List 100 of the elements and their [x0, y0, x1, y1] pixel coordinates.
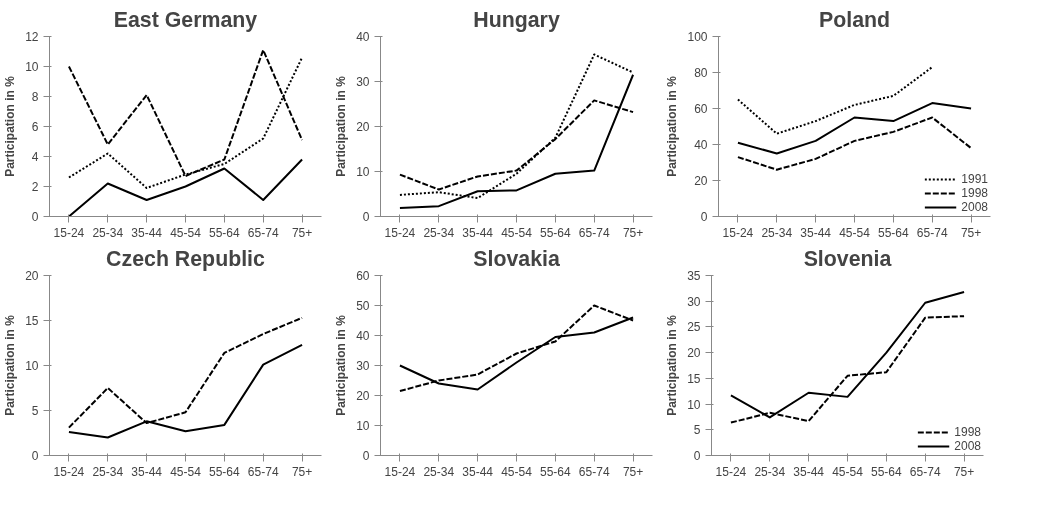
y-tick-label: 8 — [31, 90, 39, 104]
x-tick-label: 35-44 — [793, 464, 825, 479]
x-tick-label: 45-54 — [501, 464, 533, 479]
chart-title: Slovakia — [473, 246, 560, 271]
y-tick-label: 0 — [31, 210, 39, 224]
y-axis-title: Participation in % — [334, 314, 349, 416]
chart-title: Poland — [818, 7, 891, 32]
y-tick-label: 10 — [687, 397, 701, 412]
y-tick-label: 0 — [362, 210, 370, 224]
x-tick-label: 15-24 — [722, 225, 754, 240]
chart-title: East Germany — [113, 7, 258, 32]
y-tick-label: 35 — [687, 269, 701, 283]
x-tick-label: 45-54 — [170, 464, 202, 479]
x-tick-label: 45-54 — [832, 464, 864, 479]
y-tick-label: 15 — [687, 371, 701, 386]
y-axis-title: Participation in % — [3, 75, 18, 177]
line-series — [67, 158, 304, 217]
x-tick-label: 75+ — [291, 464, 313, 479]
y-tick-label: 50 — [356, 299, 370, 313]
y-tick-label: 4 — [31, 150, 39, 164]
legend-label: 1998 — [961, 186, 988, 200]
x-tick-label: 45-54 — [501, 225, 533, 240]
x-tick-label: 15-24 — [715, 464, 747, 479]
x-tick-label: 45-54 — [170, 225, 202, 240]
y-tick-label: 20 — [356, 120, 370, 134]
chart-title: Hungary — [473, 7, 560, 32]
x-tick-label: 25-34 — [754, 464, 786, 479]
line-series — [736, 116, 973, 171]
x-tick-label: 65-74 — [909, 464, 941, 479]
x-tick-label: 55-64 — [209, 225, 241, 240]
y-tick-label: 15 — [25, 314, 39, 328]
y-tick-label: 12 — [25, 30, 39, 44]
y-axis-title: Participation in % — [334, 75, 349, 177]
y-tick-label: 5 — [693, 423, 701, 438]
y-tick-label: 60 — [356, 269, 370, 283]
x-tick-label: 55-64 — [540, 464, 572, 479]
x-tick-label: 25-34 — [92, 464, 124, 479]
line-series — [736, 102, 973, 155]
y-tick-label: 100 — [687, 30, 708, 44]
legend-label: 2008 — [954, 439, 981, 453]
y-tick-label: 10 — [356, 165, 370, 179]
x-tick-label: 55-64 — [878, 225, 910, 240]
y-tick-label: 10 — [25, 60, 39, 74]
y-tick-label: 40 — [356, 30, 370, 44]
legend-label: 1998 — [954, 425, 981, 439]
x-tick-label: 65-74 — [578, 225, 610, 240]
y-axis-title: Participation in % — [3, 314, 18, 416]
x-tick-label: 75+ — [953, 464, 975, 479]
chart-title: Slovenia — [803, 246, 892, 271]
legend-label: 2008 — [961, 200, 988, 214]
x-tick-label: 35-44 — [462, 464, 494, 479]
x-tick-label: 75+ — [960, 225, 982, 240]
y-axis-title: Participation in % — [665, 75, 680, 177]
x-tick-label: 65-74 — [578, 464, 610, 479]
y-tick-label: 0 — [693, 449, 701, 463]
x-tick-label: 65-74 — [916, 225, 948, 240]
y-tick-label: 0 — [31, 449, 39, 463]
x-tick-label: 35-44 — [131, 464, 163, 479]
y-tick-label: 80 — [694, 66, 708, 80]
x-tick-label: 25-34 — [92, 225, 124, 240]
y-tick-label: 0 — [700, 210, 708, 224]
y-tick-label: 30 — [356, 359, 370, 373]
y-tick-label: 0 — [362, 449, 370, 463]
x-tick-label: 25-34 — [423, 225, 455, 240]
x-tick-label: 65-74 — [247, 225, 279, 240]
chart-title: Czech Republic — [106, 246, 266, 271]
x-tick-label: 35-44 — [131, 225, 163, 240]
line-series — [729, 290, 966, 419]
x-tick-label: 15-24 — [53, 225, 85, 240]
x-tick-label: 35-44 — [462, 225, 494, 240]
x-tick-label: 55-64 — [209, 464, 241, 479]
y-tick-label: 40 — [694, 138, 708, 152]
x-tick-label: 45-54 — [839, 225, 871, 240]
y-tick-label: 25 — [687, 320, 701, 335]
x-tick-label: 75+ — [622, 225, 644, 240]
y-tick-label: 20 — [356, 389, 370, 403]
x-tick-label: 75+ — [622, 464, 644, 479]
x-tick-label: 15-24 — [384, 225, 416, 240]
x-tick-label: 25-34 — [423, 464, 455, 479]
x-tick-label: 55-64 — [871, 464, 903, 479]
x-tick-label: 15-24 — [384, 464, 416, 479]
y-tick-label: 20 — [25, 269, 39, 283]
legend-label: 1991 — [961, 172, 988, 186]
y-tick-label: 20 — [694, 174, 708, 188]
x-tick-label: 55-64 — [540, 225, 572, 240]
y-tick-label: 60 — [694, 102, 708, 116]
y-tick-label: 10 — [356, 419, 370, 433]
y-tick-label: 10 — [25, 359, 39, 373]
y-tick-label: 5 — [31, 404, 39, 418]
x-tick-label: 75+ — [291, 225, 313, 240]
y-tick-label: 6 — [31, 120, 39, 134]
x-tick-label: 15-24 — [53, 464, 85, 479]
x-tick-label: 25-34 — [761, 225, 793, 240]
y-tick-label: 40 — [356, 329, 370, 343]
y-tick-label: 20 — [687, 346, 701, 361]
x-tick-label: 65-74 — [247, 464, 279, 479]
line-series — [736, 66, 934, 135]
x-tick-label: 35-44 — [800, 225, 832, 240]
y-tick-label: 2 — [31, 180, 39, 194]
y-tick-label: 30 — [356, 75, 370, 89]
